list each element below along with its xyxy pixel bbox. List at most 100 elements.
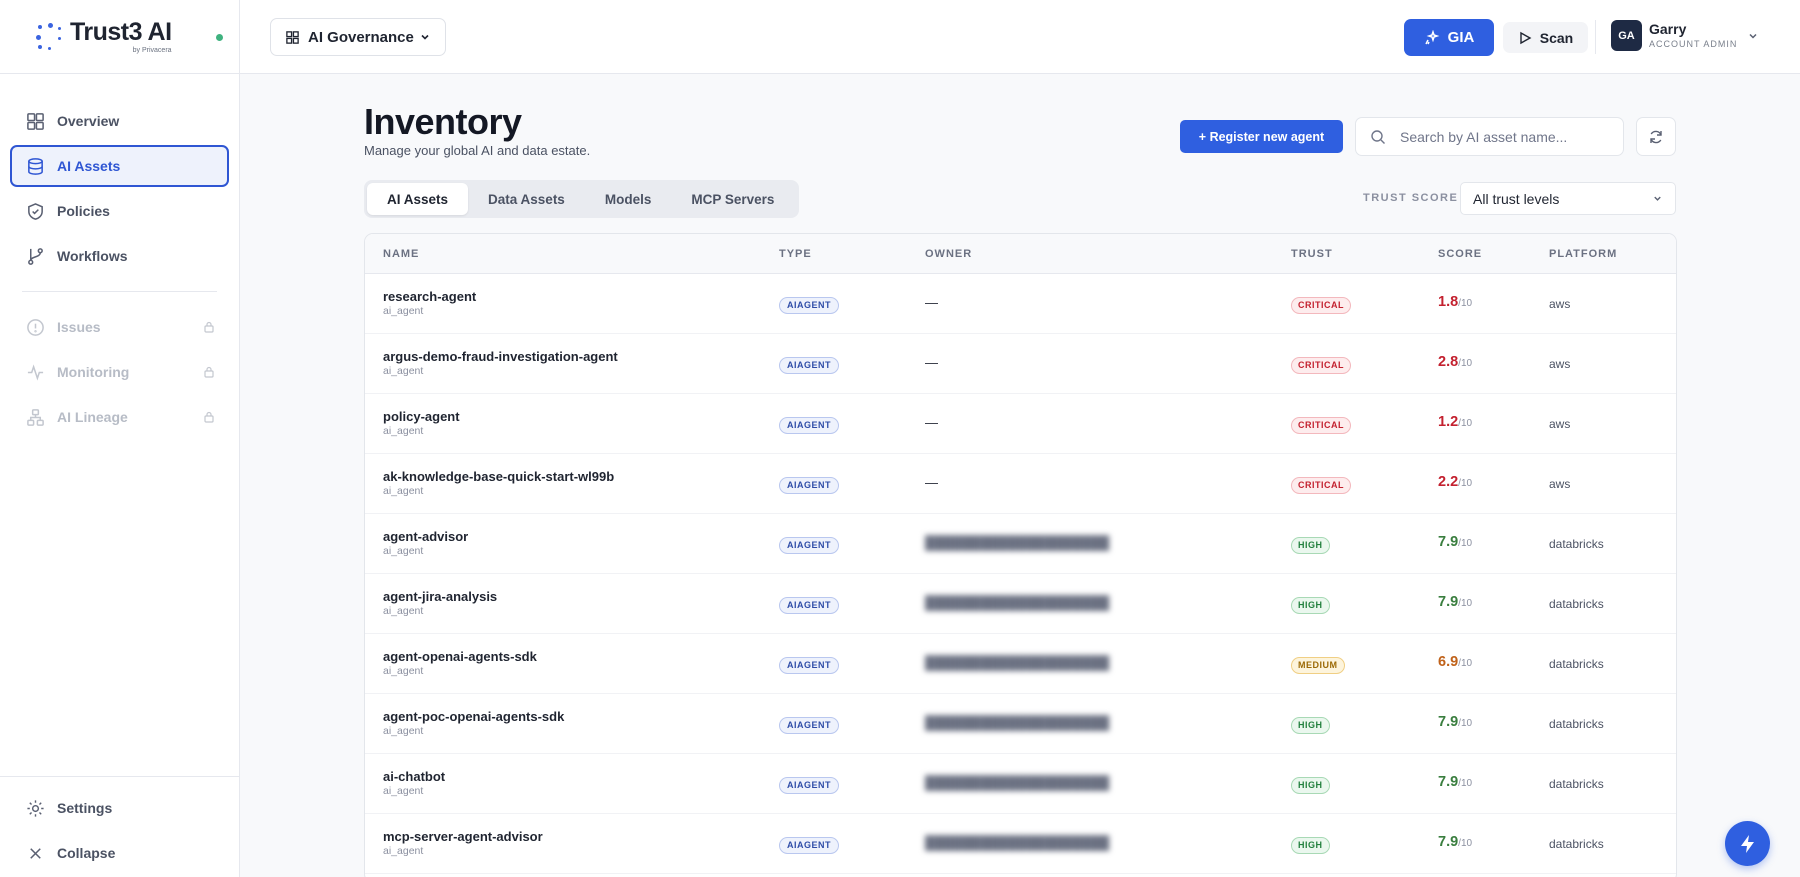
score-max: /10 (1458, 418, 1473, 429)
score-value: 1.8 (1438, 294, 1459, 310)
asset-name-cell: agent-openai-agents-sdk ai_agent (383, 649, 537, 678)
scan-button[interactable]: Scan (1503, 22, 1588, 53)
asset-name[interactable]: agent-advisor (383, 529, 469, 544)
asset-name[interactable]: agent-jira-analysis (383, 589, 498, 604)
page-title: Inventory (364, 101, 522, 142)
gia-button[interactable]: GIA (1404, 19, 1494, 56)
score-max: /10 (1458, 778, 1473, 789)
asset-name[interactable]: argus-demo-fraud-investigation-agent (383, 349, 618, 364)
avatar: GA (1611, 20, 1642, 51)
tab-ai-assets[interactable]: AI Assets (367, 183, 469, 215)
search-box (1355, 117, 1624, 156)
asset-name[interactable]: ai-chatbot (383, 769, 446, 784)
sidebar-item-label: Settings (57, 800, 113, 816)
platform-cell: aws (1549, 417, 1571, 431)
search-input[interactable] (1400, 128, 1610, 145)
asset-name[interactable]: agent-openai-agents-sdk (383, 649, 537, 664)
table-row[interactable]: mcp-server-agent-advisor ai_agent AIAGEN… (365, 814, 1676, 874)
sparkle-icon (1424, 29, 1440, 44)
trust-cell: HIGH (1291, 715, 1330, 734)
sidebar-item-collapse[interactable]: Collapse (10, 832, 230, 874)
logo-icon (36, 22, 64, 51)
activity-icon (27, 363, 44, 381)
asset-name[interactable]: mcp-server-agent-advisor (383, 829, 543, 844)
score-value: 7.9 (1438, 834, 1459, 850)
register-agent-button[interactable]: + Register new agent (1180, 120, 1343, 153)
sidebar-footer: Settings Collapse (0, 776, 240, 877)
trust-cell: CRITICAL (1291, 415, 1351, 434)
tab-mcp-servers[interactable]: MCP Servers (691, 191, 775, 207)
column-header-trust[interactable]: TRUST (1291, 248, 1333, 260)
scope-selector[interactable]: AI Governance (270, 18, 446, 56)
column-header-platform[interactable]: PLATFORM (1549, 248, 1618, 260)
brand[interactable]: Trust3 AI by Privacera (0, 0, 239, 74)
score-value: 6.9 (1438, 654, 1459, 670)
close-icon (30, 847, 41, 859)
sidebar-item-ai-assets[interactable]: AI Assets (10, 145, 229, 187)
column-header-score[interactable]: SCORE (1438, 248, 1483, 260)
trust-cell: CRITICAL (1291, 295, 1351, 314)
table-row[interactable]: ak-knowledge-base-quick-start-wl99b ai_a… (365, 454, 1676, 514)
asset-name[interactable]: research-agent (383, 289, 477, 304)
sidebar-item-ai-lineage[interactable]: AI Lineage (10, 396, 229, 438)
user-menu[interactable]: GA Garry ACCOUNT ADMIN (1611, 20, 1759, 51)
divider (1595, 20, 1596, 54)
table-row[interactable]: agent-openai-agents-sdk ai_agent AIAGENT… (365, 634, 1676, 694)
grid-icon (27, 112, 44, 130)
owner-value: — (925, 415, 938, 430)
asset-name-cell: mcp-server-agent-advisor ai_agent (383, 829, 543, 858)
table-row[interactable]: research-agent ai_agent AIAGENT — CRITIC… (365, 274, 1676, 334)
score-value: 2.2 (1438, 474, 1459, 490)
asset-name-cell: argus-demo-fraud-investigation-agent ai_… (383, 349, 618, 378)
table-row[interactable]: agent-jira-analysis ai_agent AIAGENT ███… (365, 574, 1676, 634)
owner-value: — (925, 295, 938, 310)
sidebar-item-workflows[interactable]: Workflows (10, 235, 229, 277)
table-row[interactable]: policy-agent ai_agent AIAGENT — CRITICAL… (365, 394, 1676, 454)
owner-redacted: ████████████████████ (925, 775, 1110, 790)
lock-icon (204, 321, 214, 333)
score-cell: 2.8/10 (1438, 354, 1472, 370)
sidebar-item-issues[interactable]: Issues (10, 306, 229, 348)
table-row[interactable]: argus-demo-fraud-investigation-agent ai_… (365, 334, 1676, 394)
brand-sub: by Privacera (132, 46, 172, 54)
scan-label: Scan (1539, 29, 1574, 46)
quick-action-button[interactable] (1725, 821, 1770, 866)
owner-value: — (925, 355, 938, 370)
main-content: Inventory Manage your global AI and data… (240, 75, 1800, 877)
table-row[interactable]: agent-advisor ai_agent AIAGENT █████████… (365, 514, 1676, 574)
sidebar-item-monitoring[interactable]: Monitoring (10, 351, 229, 393)
column-header-owner[interactable]: OWNER (925, 248, 973, 260)
column-header-name[interactable]: NAME (383, 248, 420, 260)
type-badge: AIAGENT (779, 837, 839, 854)
platform-cell: databricks (1549, 717, 1604, 731)
tab-data-assets[interactable]: Data Assets (488, 191, 565, 207)
asset-name[interactable]: agent-poc-openai-agents-sdk (383, 709, 565, 724)
trust-badge: CRITICAL (1291, 357, 1351, 374)
platform-cell: databricks (1549, 777, 1604, 791)
column-header-type[interactable]: TYPE (779, 248, 812, 260)
asset-name[interactable]: policy-agent (383, 409, 460, 424)
refresh-button[interactable] (1636, 117, 1676, 156)
inventory-table: NAME TYPE OWNER TRUST SCORE PLATFORM res… (364, 233, 1677, 877)
sidebar-item-policies[interactable]: Policies (10, 190, 229, 232)
tab-models[interactable]: Models (604, 191, 652, 207)
score-cell: 1.2/10 (1438, 414, 1472, 430)
sidebar-nav: Overview AI Assets Policies Workflows Is… (0, 74, 239, 438)
asset-kind: ai_agent (383, 845, 424, 857)
sidebar-item-settings[interactable]: Settings (10, 787, 230, 829)
asset-name-cell: ak-knowledge-base-quick-start-wl99b ai_a… (383, 469, 614, 498)
score-value: 7.9 (1438, 714, 1459, 730)
table-row[interactable]: agent-poc-openai-agents-sdk ai_agent AIA… (365, 694, 1676, 754)
trust-filter-select[interactable]: All trust levels (1460, 182, 1676, 215)
owner-cell: — (925, 355, 938, 370)
sidebar-item-overview[interactable]: Overview (10, 100, 229, 142)
asset-kind: ai_agent (383, 605, 424, 617)
trust-badge: CRITICAL (1291, 297, 1351, 314)
grid-icon (286, 30, 299, 44)
table-row[interactable]: ai-chatbot ai_agent AIAGENT ████████████… (365, 754, 1676, 814)
score-cell: 7.9/10 (1438, 534, 1472, 550)
trust-badge: HIGH (1291, 537, 1330, 554)
table-body: research-agent ai_agent AIAGENT — CRITIC… (365, 274, 1676, 874)
asset-name[interactable]: ak-knowledge-base-quick-start-wl99b (383, 469, 615, 484)
